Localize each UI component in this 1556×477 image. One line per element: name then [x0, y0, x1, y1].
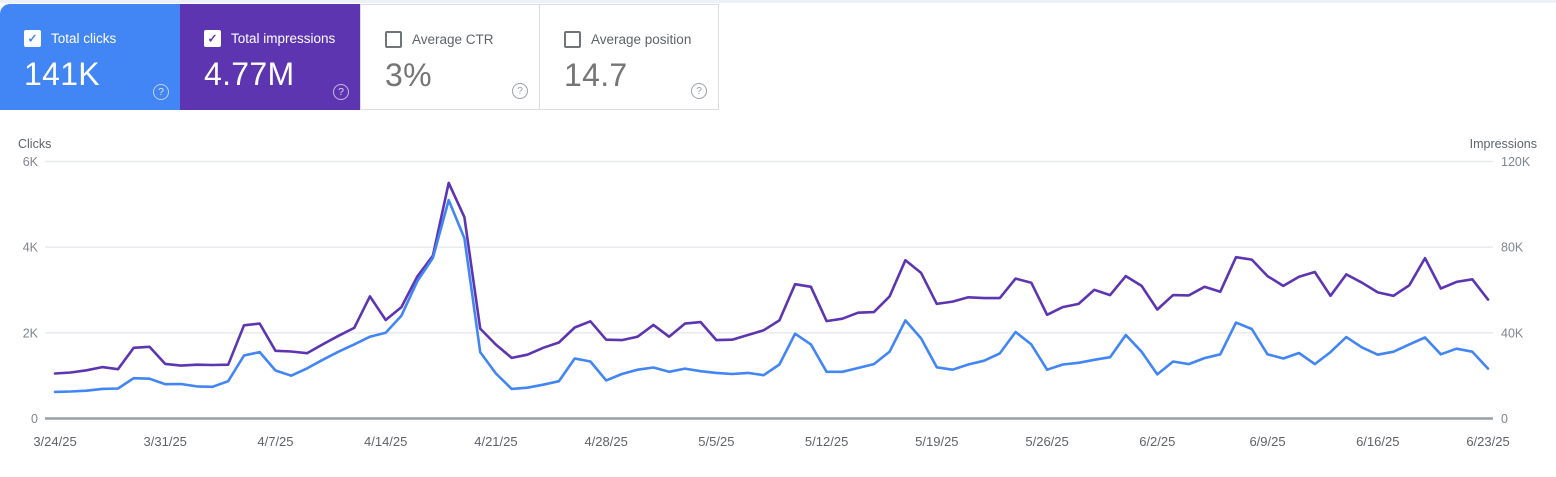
metric-cards: ✓ Total clicks 141K ? ✓ Total impression…	[0, 4, 719, 110]
x-axis-label: 3/31/25	[144, 434, 187, 449]
card-label: Average CTR	[412, 32, 494, 47]
x-axis-label: 6/16/25	[1356, 434, 1399, 449]
card-total-impressions[interactable]: ✓ Total impressions 4.77M ?	[180, 4, 360, 110]
card-header: ✓ Total impressions	[204, 30, 346, 47]
total-clicks-checkbox[interactable]: ✓	[24, 30, 41, 47]
card-total-clicks[interactable]: ✓ Total clicks 141K ?	[0, 4, 180, 110]
x-axis-label: 6/9/25	[1249, 434, 1285, 449]
x-axis-label: 4/14/25	[364, 434, 407, 449]
chart-plot-area[interactable]	[45, 152, 1493, 419]
right-axis-title: Impressions	[1470, 137, 1537, 151]
page-background-strip	[0, 0, 1556, 3]
x-axis-label: 6/2/25	[1139, 434, 1175, 449]
clicks-line	[53, 198, 1490, 394]
x-axis-label: 4/28/25	[584, 434, 627, 449]
checkmark-icon: ✓	[27, 31, 38, 45]
left-axis-tick: 6K	[23, 155, 39, 169]
help-icon[interactable]: ?	[512, 83, 528, 99]
x-axis-label: 6/23/25	[1466, 434, 1509, 449]
x-axis-label: 5/19/25	[915, 434, 958, 449]
x-axis-label: 4/21/25	[474, 434, 517, 449]
help-icon[interactable]: ?	[691, 83, 707, 99]
total-clicks-value: 141K	[24, 56, 100, 92]
card-average-position[interactable]: Average position 14.7 ?	[539, 4, 719, 110]
right-axis-tick: 80K	[1501, 241, 1524, 255]
right-axis-tick: 120K	[1501, 155, 1531, 169]
impressions-line	[53, 181, 1490, 375]
card-average-ctr[interactable]: Average CTR 3% ?	[360, 4, 540, 110]
left-axis-tick: 4K	[23, 241, 39, 255]
card-header: ✓ Total clicks	[24, 30, 166, 47]
x-axis-label: 5/26/25	[1025, 434, 1068, 449]
left-axis-title: Clicks	[18, 137, 51, 151]
x-axis-label: 5/12/25	[805, 434, 848, 449]
card-label: Total clicks	[51, 31, 117, 46]
average-position-value: 14.7	[564, 57, 628, 93]
x-axis-label: 5/5/25	[698, 434, 734, 449]
average-position-checkbox[interactable]	[564, 31, 581, 48]
total-impressions-value: 4.77M	[204, 56, 295, 92]
card-label: Average position	[591, 32, 692, 47]
right-axis-tick: 0	[1501, 412, 1508, 426]
total-impressions-checkbox[interactable]: ✓	[204, 30, 221, 47]
card-header: Average CTR	[385, 31, 525, 48]
average-ctr-checkbox[interactable]	[385, 31, 402, 48]
card-label: Total impressions	[231, 31, 336, 46]
x-axis-label: 3/24/25	[33, 434, 76, 449]
card-header: Average position	[564, 31, 704, 48]
left-axis-tick: 2K	[23, 326, 39, 340]
help-icon[interactable]: ?	[333, 84, 349, 100]
help-icon[interactable]: ?	[153, 84, 169, 100]
x-axis-label: 4/7/25	[257, 434, 293, 449]
right-axis-tick: 40K	[1501, 326, 1524, 340]
left-axis-tick: 0	[31, 412, 38, 426]
checkmark-icon: ✓	[207, 31, 218, 45]
average-ctr-value: 3%	[385, 57, 432, 93]
